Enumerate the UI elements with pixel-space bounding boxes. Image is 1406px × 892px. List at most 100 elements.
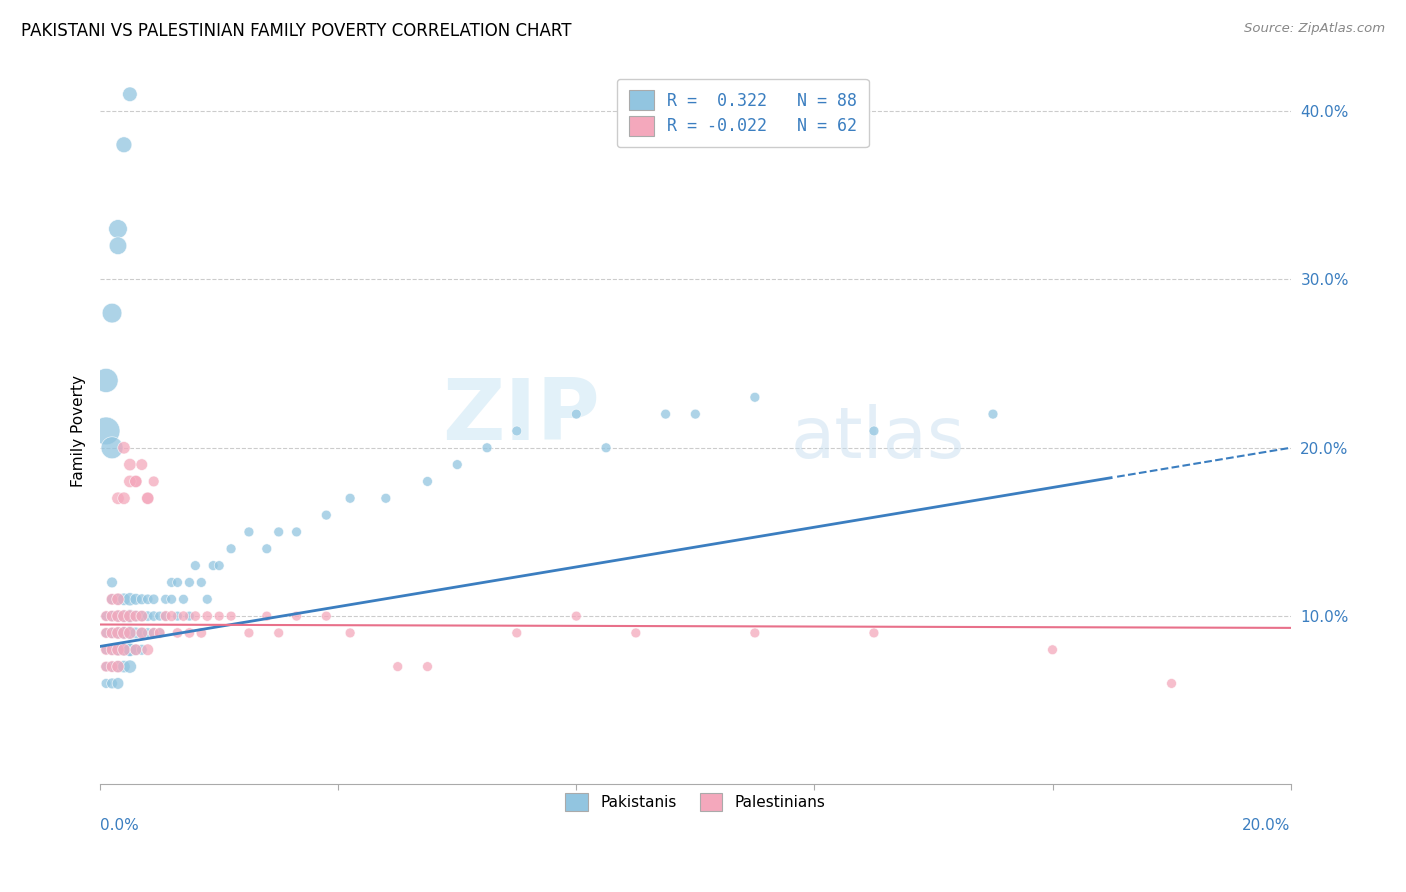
Point bbox=[565, 407, 588, 421]
Point bbox=[565, 609, 588, 624]
Point bbox=[94, 609, 117, 624]
Point bbox=[118, 609, 141, 624]
Point bbox=[112, 441, 135, 455]
Point bbox=[219, 541, 242, 556]
Y-axis label: Family Poverty: Family Poverty bbox=[72, 375, 86, 487]
Point bbox=[107, 659, 129, 673]
Point bbox=[101, 642, 124, 657]
Text: atlas: atlas bbox=[790, 403, 965, 473]
Point bbox=[374, 491, 396, 506]
Point bbox=[94, 642, 117, 657]
Point bbox=[107, 609, 129, 624]
Point bbox=[107, 659, 129, 673]
Point bbox=[267, 524, 290, 539]
Point bbox=[125, 475, 148, 489]
Point bbox=[208, 558, 231, 573]
Text: 20.0%: 20.0% bbox=[1243, 818, 1291, 833]
Point bbox=[387, 659, 409, 673]
Point bbox=[166, 575, 188, 590]
Point bbox=[118, 626, 141, 640]
Point bbox=[101, 592, 124, 607]
Point bbox=[94, 659, 117, 673]
Point bbox=[595, 441, 617, 455]
Text: ZIP: ZIP bbox=[443, 376, 600, 458]
Point bbox=[172, 609, 194, 624]
Point bbox=[107, 642, 129, 657]
Point bbox=[94, 626, 117, 640]
Point bbox=[506, 626, 529, 640]
Point bbox=[142, 626, 165, 640]
Point bbox=[101, 575, 124, 590]
Point bbox=[107, 222, 129, 236]
Point bbox=[101, 441, 124, 455]
Point bbox=[506, 424, 529, 438]
Point bbox=[475, 441, 498, 455]
Point bbox=[101, 609, 124, 624]
Point bbox=[94, 373, 117, 387]
Point bbox=[125, 609, 148, 624]
Point bbox=[107, 592, 129, 607]
Point bbox=[125, 626, 148, 640]
Point bbox=[107, 642, 129, 657]
Point bbox=[107, 609, 129, 624]
Point bbox=[160, 609, 183, 624]
Point bbox=[112, 626, 135, 640]
Point bbox=[131, 609, 153, 624]
Text: 0.0%: 0.0% bbox=[100, 818, 139, 833]
Point bbox=[118, 592, 141, 607]
Point bbox=[142, 592, 165, 607]
Point bbox=[118, 475, 141, 489]
Point bbox=[863, 424, 886, 438]
Point bbox=[94, 659, 117, 673]
Point bbox=[654, 407, 676, 421]
Point bbox=[142, 609, 165, 624]
Point bbox=[101, 626, 124, 640]
Point bbox=[112, 609, 135, 624]
Point bbox=[125, 642, 148, 657]
Point bbox=[285, 609, 308, 624]
Point bbox=[107, 592, 129, 607]
Point bbox=[416, 659, 439, 673]
Point bbox=[125, 592, 148, 607]
Point bbox=[101, 659, 124, 673]
Point bbox=[267, 626, 290, 640]
Point bbox=[195, 592, 218, 607]
Point bbox=[118, 659, 141, 673]
Point bbox=[155, 609, 177, 624]
Point bbox=[112, 626, 135, 640]
Point bbox=[112, 491, 135, 506]
Point bbox=[118, 626, 141, 640]
Point bbox=[131, 609, 153, 624]
Point bbox=[94, 626, 117, 640]
Point bbox=[136, 491, 159, 506]
Point bbox=[179, 575, 201, 590]
Point bbox=[863, 626, 886, 640]
Point bbox=[107, 626, 129, 640]
Point bbox=[131, 626, 153, 640]
Point bbox=[149, 609, 172, 624]
Point bbox=[101, 659, 124, 673]
Point bbox=[94, 642, 117, 657]
Point bbox=[184, 609, 207, 624]
Point bbox=[112, 137, 135, 152]
Point bbox=[107, 676, 129, 690]
Point bbox=[131, 642, 153, 657]
Point bbox=[339, 626, 361, 640]
Point bbox=[184, 558, 207, 573]
Point bbox=[219, 609, 242, 624]
Point bbox=[155, 592, 177, 607]
Point bbox=[208, 609, 231, 624]
Point bbox=[149, 626, 172, 640]
Point bbox=[190, 575, 212, 590]
Point bbox=[1042, 642, 1064, 657]
Point bbox=[172, 592, 194, 607]
Point bbox=[118, 87, 141, 102]
Point bbox=[160, 592, 183, 607]
Point bbox=[166, 609, 188, 624]
Point bbox=[166, 626, 188, 640]
Point bbox=[238, 626, 260, 640]
Point bbox=[256, 609, 278, 624]
Text: Source: ZipAtlas.com: Source: ZipAtlas.com bbox=[1244, 22, 1385, 36]
Point bbox=[744, 626, 766, 640]
Point bbox=[112, 659, 135, 673]
